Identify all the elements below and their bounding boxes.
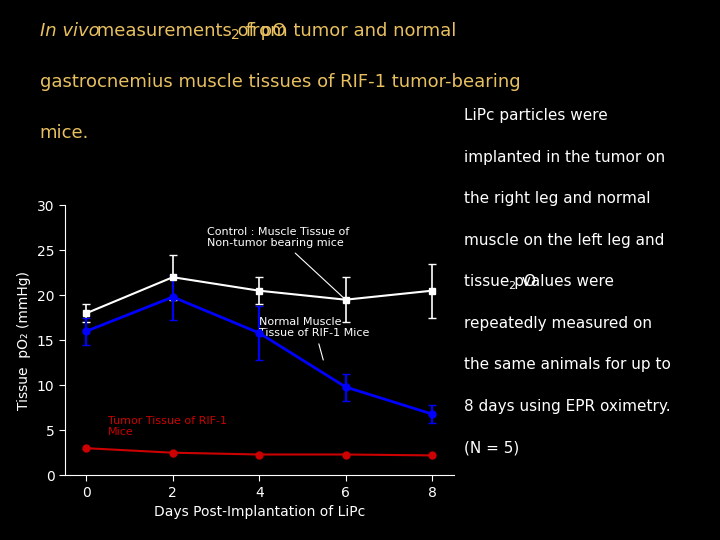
Y-axis label: Tissue  pO₂ (mmHg): Tissue pO₂ (mmHg): [17, 271, 31, 410]
Text: muscle on the left leg and: muscle on the left leg and: [464, 233, 665, 248]
Text: the right leg and normal: the right leg and normal: [464, 191, 651, 206]
Text: 8 days using EPR oximetry.: 8 days using EPR oximetry.: [464, 399, 671, 414]
Text: values were: values were: [517, 274, 614, 289]
Text: In vivo: In vivo: [40, 22, 99, 39]
Text: Control : Muscle Tissue of
Non-tumor bearing mice: Control : Muscle Tissue of Non-tumor bea…: [207, 227, 350, 298]
X-axis label: Days Post-Implantation of LiPc: Days Post-Implantation of LiPc: [153, 505, 365, 519]
Text: Normal Muscle
Tissue of RIF-1 Mice: Normal Muscle Tissue of RIF-1 Mice: [259, 317, 369, 360]
Text: repeatedly measured on: repeatedly measured on: [464, 316, 652, 331]
Text: 2: 2: [508, 281, 516, 291]
Text: from tumor and normal: from tumor and normal: [240, 22, 457, 39]
Text: measurements of pO: measurements of pO: [91, 22, 287, 39]
Text: the same animals for up to: the same animals for up to: [464, 357, 671, 373]
Text: implanted in the tumor on: implanted in the tumor on: [464, 150, 665, 165]
Text: gastrocnemius muscle tissues of RIF-1 tumor-bearing: gastrocnemius muscle tissues of RIF-1 tu…: [40, 73, 521, 91]
Text: 2: 2: [231, 28, 240, 42]
Text: (N = 5): (N = 5): [464, 441, 520, 456]
Text: tissue pO: tissue pO: [464, 274, 536, 289]
Text: mice.: mice.: [40, 124, 89, 142]
Text: LiPc particles were: LiPc particles were: [464, 108, 608, 123]
Text: Tumor Tissue of RIF-1
Mice: Tumor Tissue of RIF-1 Mice: [108, 416, 227, 437]
